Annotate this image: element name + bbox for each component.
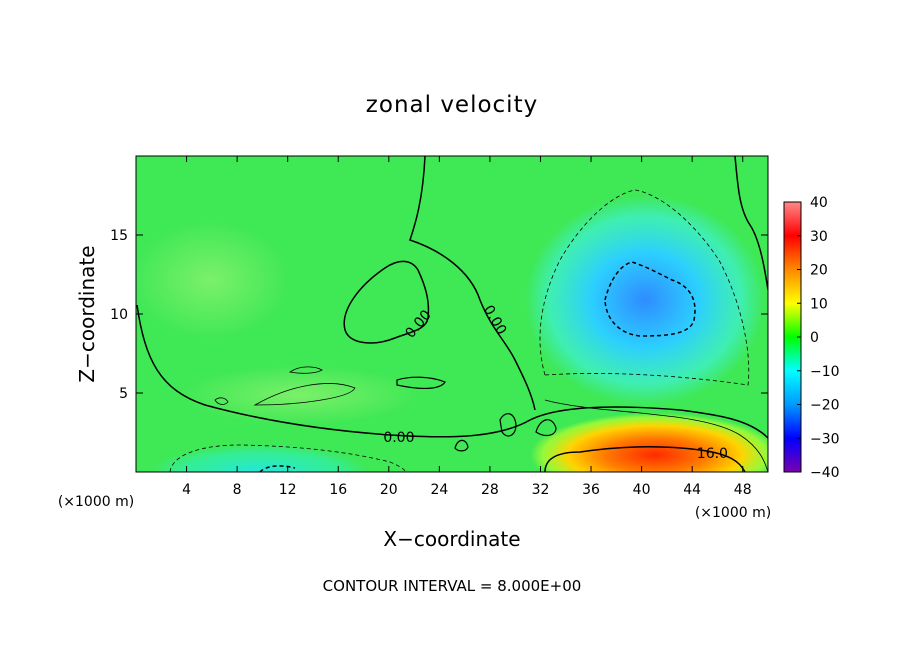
colorbar-tick-label: −10 [810,364,840,380]
positive-contour-band-3 [214,397,229,405]
positive-contour-16 [544,446,746,472]
x-tick-label: 24 [430,482,448,498]
x-tick-label: 12 [279,482,297,498]
colorbar-tick-label: 20 [810,263,828,279]
positive-contour-band-2 [289,366,323,374]
x-unit-left: (×1000 m) [58,494,134,510]
zero-contour-blob [396,376,446,389]
colorbar-tick-label: −40 [810,465,840,481]
chart-title: zonal velocity [366,92,538,118]
y-axis-ticks: 5 10 15 [110,228,768,402]
contour-lines [136,156,768,472]
field-light-patch [136,220,290,340]
zero-contour-small [499,413,517,437]
colorbar-tick-label: 40 [810,195,828,211]
colorbar-tick-label: −30 [810,431,840,447]
heatmap-field [136,156,768,472]
contour-interval-note: CONTOUR INTERVAL = 8.000E+00 [323,577,582,595]
field-negative-core [525,195,765,405]
x-axis-ticks: 4 8 12 16 20 24 28 32 36 40 44 48 [182,156,752,498]
contour-label: 16.0 [697,446,728,462]
colorbar-tick-label: 30 [810,229,828,245]
x-tick-label: 40 [633,482,651,498]
zero-contour-right [734,156,768,291]
x-tick-label: 28 [481,482,499,498]
x-axis-label: X−coordinate [383,527,520,551]
y-tick-label: 5 [119,386,128,402]
x-tick-label: 36 [582,482,600,498]
field-positive-core [530,413,768,472]
colorbar-tick-label: 0 [810,330,819,346]
x-tick-label: 48 [734,482,752,498]
colorbar-tick-label: −20 [810,398,840,414]
y-tick-label: 15 [110,228,128,244]
x-tick-label: 16 [329,482,347,498]
negative-contour-lower-16 [259,465,296,472]
zero-contour-small-2 [535,419,557,437]
negative-contour-lower [169,444,407,472]
x-unit-right: (×1000 m) [695,505,771,521]
x-tick-label: 44 [683,482,701,498]
zero-contour-small-3 [454,439,469,452]
y-axis-label: Z−coordinate [75,245,99,382]
zero-contour-ridge [409,156,536,411]
x-tick-label: 4 [182,482,191,498]
field-low-core [150,444,370,472]
positive-contour-band [253,383,356,406]
zero-contour-lower [136,304,768,439]
colorbar-ticks: 40 30 20 10 0 −10 −20 −30 −40 [797,195,840,481]
x-tick-label: 8 [233,482,242,498]
y-tick-label: 10 [110,307,128,323]
zero-contour-island [343,260,430,344]
positive-contour-8 [544,399,768,472]
x-tick-label: 32 [532,482,550,498]
field-light-band [180,365,420,425]
x-tick-label: 20 [380,482,398,498]
negative-contour-8 [539,189,750,386]
contour-label: 0.00 [383,430,414,446]
negative-contour-16 [604,261,696,337]
colorbar-tick-label: 10 [810,296,828,312]
